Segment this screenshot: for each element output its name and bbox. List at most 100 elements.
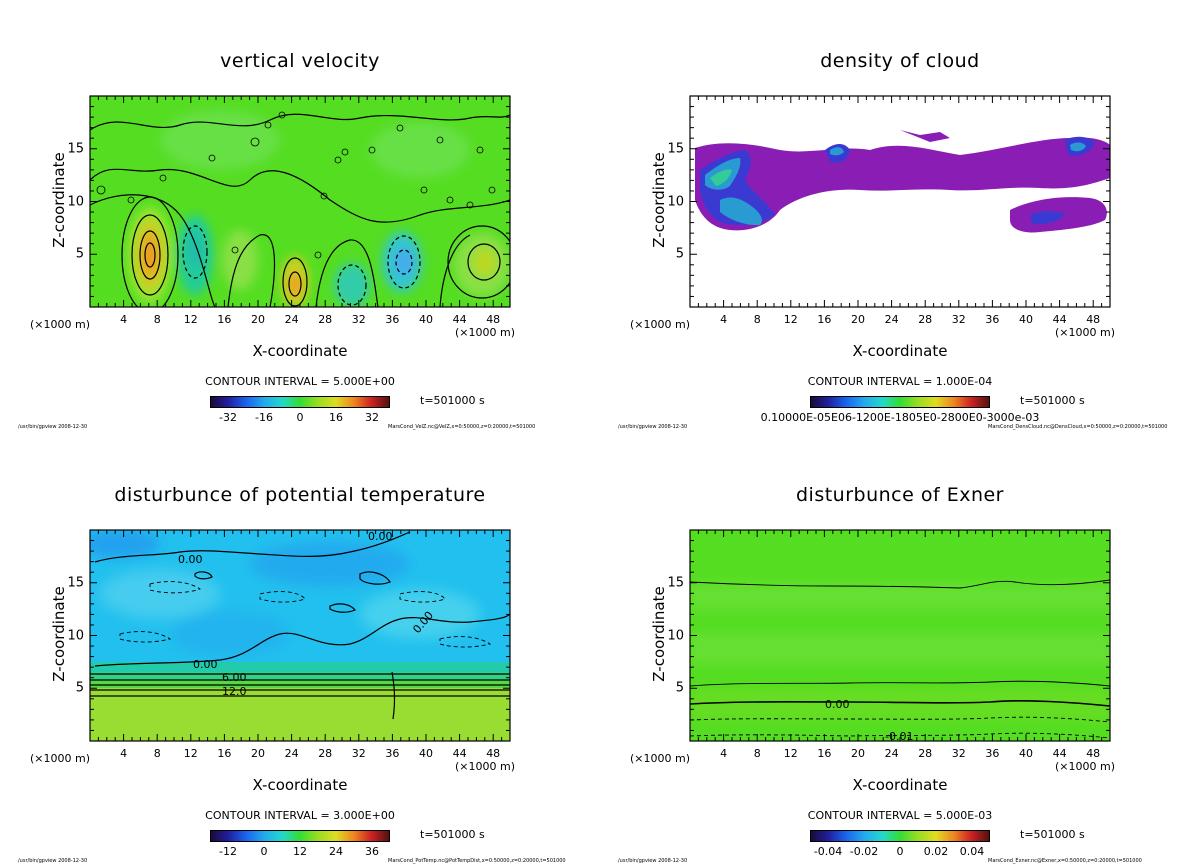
colorbar-tick-label: 32 [365,411,379,424]
theta-field [90,530,480,656]
contour-lines [90,113,510,307]
time-label: t=501000 s [1020,394,1085,407]
y-tick-label: 10 [667,194,684,209]
x-tick-label: 4 [720,313,728,326]
contour-interval: CONTOUR INTERVAL = 5.000E-03 [807,809,993,822]
x-unit-left: (×1000 m) [630,752,691,765]
x-axis-label: X-coordinate [852,776,948,794]
colorbar-tick-label: -12 [219,845,237,858]
y-tick-label: 15 [67,575,84,591]
x-tick-label: 48 [1086,747,1101,760]
panel-vertical-velocity: vertical velocity [0,0,600,434]
contour-interval: CONTOUR INTERVAL = 3.000E+00 [205,809,395,822]
x-unit-right: (×1000 m) [455,760,516,773]
contour-label-3: 6.00 [222,671,247,684]
panel-density-of-cloud: density of cloud Z-coordinate 4 8 12 16 20 24… [600,0,1200,434]
x-tick-label: 28 [318,313,333,326]
x-tick-label: 20 [851,747,865,760]
x-tick-label: 40 [419,313,433,326]
x-tick-label: 8 [753,747,761,760]
x-tick-label: 32 [951,747,966,760]
x-tick-marks [697,96,1103,307]
panel-exner: disturbunce of Exner 0.00 [600,434,1200,868]
exner-field [690,584,1110,719]
chart-title: disturbunce of potential temperature [114,484,486,506]
x-tick-label: 20 [251,747,265,760]
footer-left: /usr/bin/gpview 2008-12-30 [18,858,88,864]
x-tick-label: 40 [419,747,433,760]
x-tick-label: 16 [217,747,232,760]
x-tick-label: 48 [486,747,501,760]
x-tick-label: 40 [1019,313,1033,326]
x-tick-label: 36 [985,313,1000,326]
colorbar-tick-label: -16 [255,411,273,424]
footer-right: MarsCond_VelZ.nc@VelZ,x=0:50000,z=0:2000… [388,424,536,430]
y-tick-label: 15 [67,141,84,157]
x-tick-marks [97,96,503,307]
x-unit-left: (×1000 m) [630,318,691,331]
colorbar-tick-label: 0.04 [959,845,985,858]
x-tick-label: 12 [783,747,798,760]
contour-labels: 0.00 -0.01 [825,698,913,743]
plot-area [89,95,511,308]
chart-title: disturbunce of Exner [795,484,1004,506]
x-tick-label: 4 [120,747,128,760]
x-tick-label: 8 [153,747,161,760]
time-label: t=501000 s [1020,828,1085,841]
footer-right: MarsCond_DensCloud.nc@DensCloud,x=0:5000… [988,424,1168,430]
x-tick-label: 12 [183,313,198,326]
colorbar-tick-label: 36 [365,845,379,858]
x-tick-label: 44 [452,313,467,326]
x-tick-label: 4 [120,313,128,326]
x-axis-label: X-coordinate [252,776,348,794]
time-label: t=501000 s [420,828,485,841]
x-tick-label: 32 [351,747,366,760]
colorbar-tick-label: 0.10000E-05E06-1200E-1805E0-2800E0-3000e… [760,411,1040,424]
footer-right: MarsCond_PotTemp.nc@PotTempDist,x=0:5000… [388,858,566,864]
contour-label-2: 0.00 [193,658,218,671]
colorbar-tick-label: -32 [219,411,237,424]
x-tick-label: 40 [1019,747,1033,760]
colorbar-tick-label: 0.02 [923,845,949,858]
x-tick-label: 44 [452,747,467,760]
x-tick-label: 8 [753,313,761,326]
x-tick-label: 20 [251,313,265,326]
y-tick-marks [90,106,510,297]
y-tick-label: 10 [67,194,84,209]
colorbar-tick-label: 0 [896,845,904,858]
y-tick-label: 15 [667,575,684,591]
x-tick-label: 24 [284,747,299,760]
colorbar-tick-label: 16 [329,411,343,424]
x-tick-label: 36 [385,313,400,326]
x-tick-label: 24 [284,313,299,326]
contour-dashed [119,581,492,648]
y-tick-label: 5 [75,246,84,262]
x-tick-label: 20 [851,313,865,326]
x-tick-label: 28 [918,747,933,760]
colorbar-tick-label: 12 [293,845,307,858]
colorbar-tick-label: -0.04 [813,845,843,858]
y-tick-label: 10 [67,628,84,643]
chart-title: vertical velocity [220,50,380,72]
x-tick-label: 36 [385,747,400,760]
x-tick-label: 16 [817,747,832,760]
footer-left: /usr/bin/gpview 2008-12-30 [618,858,688,864]
y-tick-label: 10 [667,628,684,643]
x-unit-left: (×1000 m) [30,752,91,765]
x-tick-label: 16 [217,313,232,326]
colorbar-tick-label: 0 [296,411,304,424]
footer-left: /usr/bin/gpview 2008-12-30 [18,424,88,430]
x-tick-label: 28 [318,747,333,760]
contour-lines [90,531,510,720]
x-tick-label: 28 [918,313,933,326]
x-tick-marks [97,530,503,741]
contour-label-0: 0.00 [825,698,850,711]
contour-interval: CONTOUR INTERVAL = 5.000E+00 [205,375,395,388]
colorbar [810,830,990,842]
plot-area [689,95,1111,308]
x-axis-label: X-coordinate [852,342,948,360]
contour-label-0: 0.00 [178,553,203,566]
x-tick-label: 44 [1052,313,1067,326]
x-tick-label: 24 [884,313,899,326]
x-tick-label: 12 [783,313,798,326]
